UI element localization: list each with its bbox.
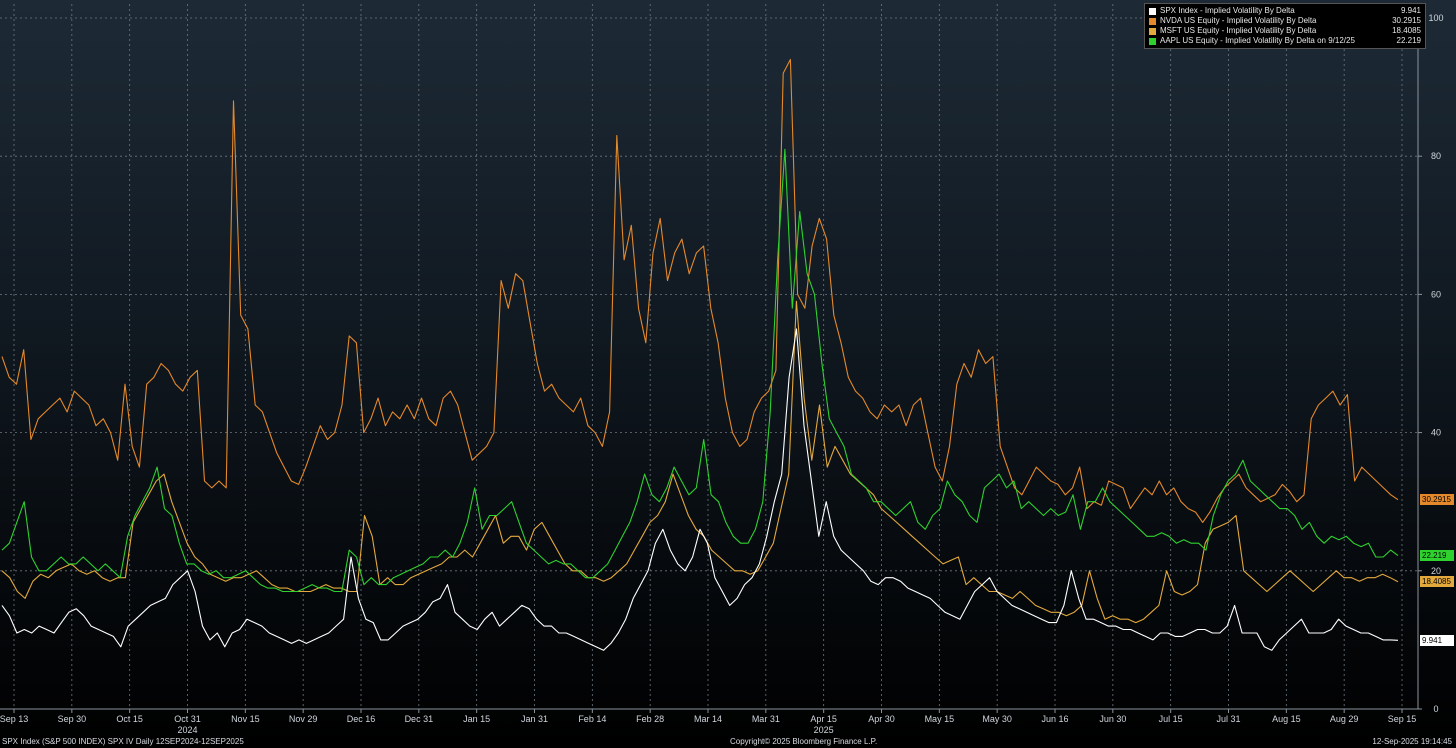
msft-series-line <box>1 300 1399 624</box>
x-tick-label: Mar 31 <box>752 714 780 724</box>
legend-swatch <box>1149 7 1156 15</box>
legend-value: 30.2915 <box>1392 16 1421 25</box>
aapl-last-value-tag: 22.219 <box>1420 549 1454 561</box>
legend-swatch <box>1149 37 1156 45</box>
x-tick-label: Oct 31 <box>174 714 201 724</box>
x-tick-label: May 30 <box>982 714 1012 724</box>
msft-last-value-tag: 18.4085 <box>1420 576 1454 588</box>
y-tick-label: 0 <box>1433 704 1438 714</box>
x-tick-label: Jul 15 <box>1159 714 1183 724</box>
x-tick-label: Sep 13 <box>0 714 28 724</box>
x-tick-label: Jun 30 <box>1099 714 1126 724</box>
x-tick-label: Jun 16 <box>1041 714 1068 724</box>
legend-swatch <box>1149 17 1156 25</box>
footer-timestamp: 12-Sep-2025 19:14:45 <box>1372 737 1452 746</box>
y-tick-label: 60 <box>1431 289 1441 299</box>
legend-value: 18.4085 <box>1392 26 1421 35</box>
series-lines <box>1 58 1399 651</box>
x-tick-label: Sep 30 <box>58 714 87 724</box>
legend-label: MSFT US Equity - Implied Volatility By D… <box>1160 26 1317 35</box>
x-year-label: 2025 <box>814 725 834 735</box>
footer-copyright: Copyright© 2025 Bloomberg Finance L.P. <box>730 737 878 746</box>
legend-label: NVDA US Equity - Implied Volatility By D… <box>1160 16 1317 25</box>
x-tick-label: May 15 <box>925 714 955 724</box>
x-tick-label: Jul 31 <box>1216 714 1240 724</box>
y-tick-label: 100 <box>1428 13 1443 23</box>
legend-item-aapl: AAPL US Equity - Implied Volatility By D… <box>1149 36 1421 46</box>
x-tick-label: Feb 28 <box>636 714 664 724</box>
x-tick-label: Sep 15 <box>1388 714 1417 724</box>
legend-value: 9.941 <box>1400 6 1421 15</box>
x-tick-label: Nov 15 <box>231 714 260 724</box>
x-tick-label: Mar 14 <box>694 714 722 724</box>
x-tick-label: Feb 14 <box>578 714 606 724</box>
legend: SPX Index - Implied Volatility By Delta … <box>1144 3 1426 49</box>
nvda-series-line <box>1 58 1399 523</box>
legend-item-msft: MSFT US Equity - Implied Volatility By D… <box>1149 26 1421 36</box>
legend-value: 22.219 <box>1396 36 1421 45</box>
axes: 0 20 40 60 80 100 Sep 13 Sep 30 Oct 15 Oct 31 Nov … <box>0 4 1444 735</box>
x-tick-label: Aug 29 <box>1330 714 1359 724</box>
x-tick-label: Nov 29 <box>289 714 318 724</box>
footer-security-info: SPX Index (S&P 500 INDEX) SPX IV Daily 1… <box>2 737 244 746</box>
x-tick-label: Dec 31 <box>405 714 434 724</box>
x-tick-label: Jan 31 <box>521 714 548 724</box>
y-tick-label: 80 <box>1431 151 1441 161</box>
aapl-series-line <box>1 148 1399 593</box>
y-tick-label: 20 <box>1431 566 1441 576</box>
legend-label: SPX Index - Implied Volatility By Delta <box>1160 6 1295 15</box>
legend-swatch <box>1149 27 1156 35</box>
x-tick-label: Aug 15 <box>1272 714 1301 724</box>
spx-series-line <box>1 328 1399 651</box>
x-tick-label: Apr 30 <box>868 714 895 724</box>
grid-lines <box>0 4 1418 709</box>
legend-item-nvda: NVDA US Equity - Implied Volatility By D… <box>1149 16 1421 26</box>
x-tick-label: Apr 15 <box>810 714 837 724</box>
legend-label: AAPL US Equity - Implied Volatility By D… <box>1160 36 1355 45</box>
y-tick-label: 40 <box>1431 428 1441 438</box>
x-year-label: 2024 <box>177 725 197 735</box>
nvda-last-value-tag: 30.2915 <box>1420 494 1454 506</box>
legend-item-spx: SPX Index - Implied Volatility By Delta … <box>1149 6 1421 16</box>
x-tick-label: Jan 15 <box>463 714 490 724</box>
x-tick-label: Oct 15 <box>116 714 143 724</box>
spx-last-value-tag: 9.941 <box>1420 634 1454 646</box>
x-tick-label: Dec 16 <box>347 714 376 724</box>
